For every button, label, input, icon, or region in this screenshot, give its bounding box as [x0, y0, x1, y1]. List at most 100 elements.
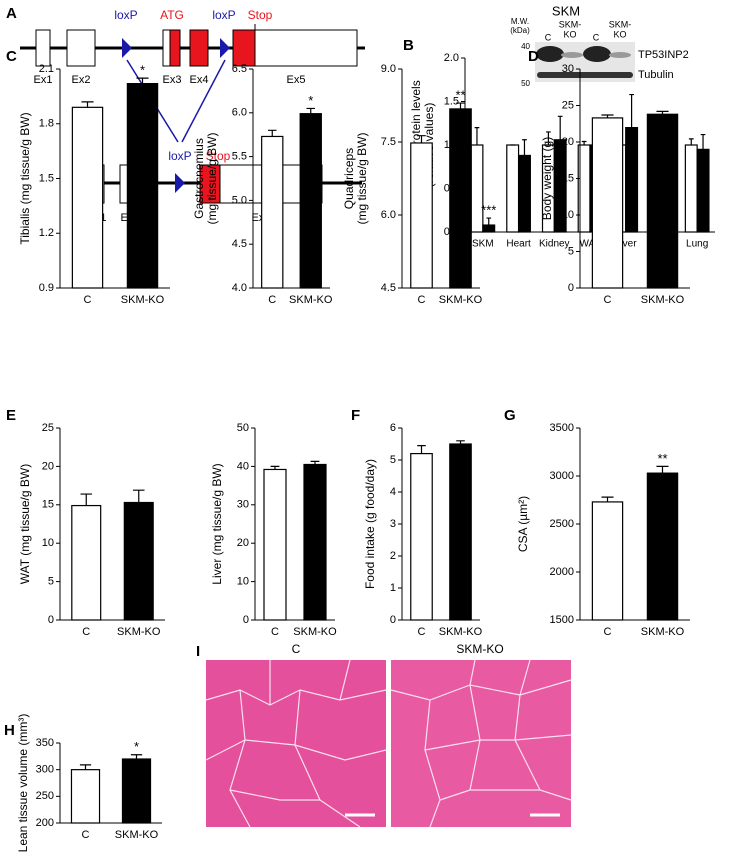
y-tick-label: 6.0 [232, 107, 247, 119]
bar [71, 106, 104, 289]
y-tick-label: 0 [243, 614, 249, 626]
x-tick-label: SKM [472, 239, 494, 250]
lane-label: SKM- [609, 19, 632, 29]
significance-label: *** [481, 203, 496, 218]
y-tick-label: 3000 [550, 470, 574, 482]
blot-band [561, 52, 583, 58]
exon-label: Ex2 [72, 74, 91, 86]
exon-label: Ex4 [190, 74, 209, 86]
bar [591, 501, 624, 621]
blot-band [609, 52, 631, 58]
mw-label: M.W. [511, 17, 529, 26]
y-tick-label: 30 [562, 63, 574, 75]
y-axis-label: (mg tissue/g BW) [355, 132, 369, 224]
x-tick-label: SKM-KO [439, 626, 483, 638]
fiber-boundary [390, 659, 572, 828]
y-tick-label: 3 [390, 518, 396, 530]
bar [591, 117, 624, 289]
significance-label: ** [455, 88, 465, 103]
y-tick-label: 4.0 [232, 282, 247, 294]
loxp-site [122, 38, 132, 58]
error-bar [601, 496, 614, 502]
x-tick-label: C [82, 829, 90, 841]
y-tick-label: 5 [48, 576, 54, 588]
y-tick-label: 2.0 [444, 52, 459, 64]
x-tick-label: SKM-KO [115, 829, 159, 841]
y-tick-label: 2000 [550, 566, 574, 578]
error-bar [132, 489, 145, 503]
y-tick-label: 5.5 [232, 151, 247, 163]
bar [121, 758, 152, 824]
x-tick-label: C [604, 626, 612, 638]
x-tick-label: C [84, 294, 92, 306]
panel-label: G [504, 407, 516, 424]
bar [482, 224, 496, 233]
error-bar [310, 460, 320, 465]
y-tick-label: 10 [42, 537, 54, 549]
exon-label: Ex1 [34, 74, 53, 86]
y-tick-label: 50 [237, 422, 249, 434]
gene-diagram: A loxP ATG loxP Stop Ex1 Ex2 Ex3 Ex4 Ex5… [6, 5, 365, 224]
significance-label: * [134, 739, 139, 754]
lane-label: KO [563, 29, 576, 39]
histology-image [206, 660, 386, 827]
recombination-line [181, 59, 226, 143]
error-bar [629, 93, 634, 128]
band-label: Tubulin [638, 69, 674, 81]
y-tick-label: 1 [390, 582, 396, 594]
y-tick-label: 20 [237, 537, 249, 549]
marker-label: 50 [521, 79, 530, 88]
blot-title: SKM [552, 3, 580, 18]
x-tick-label: Kidney [539, 239, 570, 250]
histology: I C SKM-KO [196, 642, 572, 828]
y-tick-label: 300 [36, 764, 54, 776]
y-tick-label: 20 [42, 460, 54, 472]
y-tick-label: 1.5 [39, 172, 54, 184]
y-tick-label: 10 [237, 576, 249, 588]
x-tick-label: Liver [615, 239, 637, 250]
exon [35, 29, 51, 67]
y-tick-label: 9.0 [381, 63, 396, 75]
bar [449, 443, 472, 621]
y-tick-label: 4 [390, 486, 396, 498]
bar [517, 154, 531, 233]
error-bar [557, 115, 563, 140]
y-tick-label: 15 [42, 499, 54, 511]
y-tick-label: 0 [48, 614, 54, 626]
y-tick-label: 0.9 [39, 282, 54, 294]
bar [625, 126, 639, 233]
blot-band [583, 46, 611, 62]
marker-label: 40 [521, 42, 530, 51]
lane-label: SKM- [559, 19, 582, 29]
site-label: loxP [114, 8, 137, 22]
significance-label: ** [657, 451, 667, 466]
y-tick-label: 4.5 [232, 238, 247, 250]
bar [470, 144, 484, 233]
panel-label: A [6, 5, 17, 22]
x-tick-label: SKM-KO [439, 294, 483, 306]
y-tick-label: 7.5 [381, 136, 396, 148]
y-tick-label: 5.0 [232, 194, 247, 206]
y-axis-label: Food intake (g food/day) [363, 459, 377, 589]
exon-label: Ex3 [163, 74, 182, 86]
y-axis-label: Liver (mg tissue/g BW) [210, 463, 224, 584]
panel-label: D [528, 48, 539, 65]
panel-label: I [196, 643, 200, 660]
error-bar [417, 135, 426, 143]
histology-image [391, 660, 571, 827]
x-tick-label: C [82, 626, 90, 638]
loxp-site [175, 173, 185, 193]
bar [70, 769, 101, 824]
x-tick-label: Lung [686, 239, 708, 250]
y-tick-label: 25 [42, 422, 54, 434]
bar [506, 144, 520, 233]
bar [646, 113, 679, 289]
site-label: loxP [168, 149, 191, 163]
blot-band [536, 46, 564, 62]
y-axis-label: Gastrocnemius [192, 138, 206, 219]
y-tick-label: 1.8 [39, 118, 54, 130]
error-bar [474, 127, 480, 145]
error-bar [700, 133, 706, 150]
bar [449, 108, 472, 289]
